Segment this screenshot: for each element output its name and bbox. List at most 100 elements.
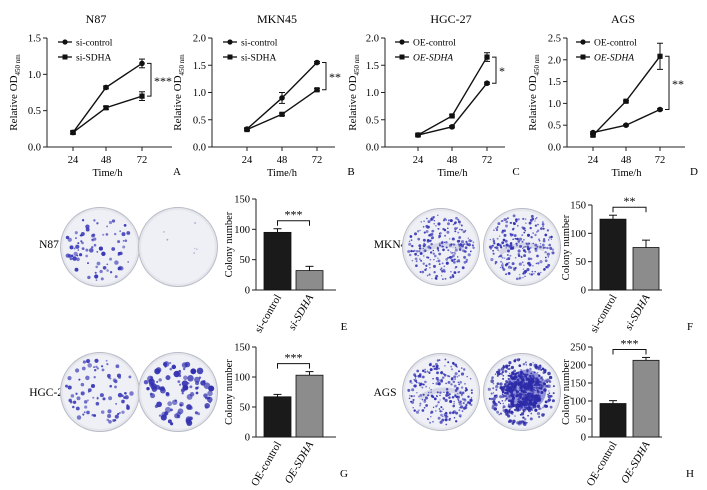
colony	[522, 416, 525, 419]
significance-bracket	[612, 206, 647, 213]
colony	[408, 253, 412, 257]
colony	[532, 242, 534, 245]
panel-letter: G	[340, 468, 348, 480]
chart-title: MKN45	[257, 12, 297, 26]
colony	[520, 378, 524, 381]
colony	[426, 256, 429, 259]
y-tick-label: 0.0	[28, 143, 41, 154]
colony	[181, 380, 189, 387]
colony	[441, 418, 445, 422]
colony	[506, 410, 510, 413]
colony	[462, 368, 466, 371]
colony	[435, 274, 439, 278]
colony	[449, 276, 452, 279]
colony	[438, 234, 442, 238]
colony	[410, 395, 413, 398]
legend-label: OE-control	[413, 39, 456, 49]
dish-plate	[141, 355, 215, 429]
colony	[465, 258, 469, 262]
colony	[207, 390, 213, 397]
colony	[75, 368, 80, 373]
colony	[451, 376, 454, 380]
colony	[453, 261, 456, 264]
colony	[461, 391, 465, 395]
data-point	[623, 98, 629, 104]
colony	[459, 380, 463, 384]
colony	[95, 365, 98, 368]
colony	[422, 393, 425, 396]
colony	[537, 223, 539, 226]
colony	[444, 415, 448, 418]
colony	[501, 266, 504, 269]
colony	[427, 220, 431, 224]
colony	[127, 260, 130, 263]
colony	[447, 361, 450, 364]
colony	[442, 219, 446, 222]
colony	[543, 388, 547, 392]
colony	[497, 249, 499, 251]
colony	[458, 383, 461, 386]
colony	[550, 238, 553, 241]
colony	[512, 238, 514, 241]
colony	[126, 404, 129, 407]
colony	[523, 264, 525, 267]
x-tick-label: 72	[482, 155, 493, 166]
colony	[194, 222, 196, 224]
y-tick-label: 2.5	[548, 34, 561, 45]
data-point	[415, 132, 421, 138]
colony	[121, 394, 124, 398]
colony	[108, 419, 112, 424]
colony	[429, 246, 432, 250]
colony	[414, 252, 417, 256]
colony	[470, 397, 473, 399]
colony	[77, 242, 80, 245]
colony	[419, 252, 423, 255]
colony	[446, 230, 450, 234]
colony	[459, 248, 461, 251]
colony	[547, 393, 549, 396]
significance-label: ***	[154, 74, 172, 88]
colony	[448, 219, 450, 221]
colony	[109, 377, 112, 380]
colony	[430, 242, 433, 246]
colony	[451, 275, 455, 278]
colony	[542, 227, 545, 230]
colony	[508, 364, 511, 367]
colony	[105, 233, 109, 236]
colony	[513, 373, 516, 376]
colony	[428, 273, 431, 276]
colony	[507, 249, 510, 253]
colony	[457, 370, 461, 373]
colony	[438, 252, 442, 256]
colony	[413, 409, 416, 412]
legend-item: si-SDHA	[223, 54, 277, 64]
colony	[121, 232, 126, 237]
colony	[552, 392, 555, 395]
colony	[499, 412, 503, 415]
colony	[428, 263, 431, 266]
colony	[516, 237, 519, 241]
x-axis-label: Time/h	[438, 168, 469, 179]
colony	[92, 396, 95, 399]
x-axis-label: Time/h	[93, 168, 124, 179]
colony	[534, 382, 538, 387]
colony	[442, 268, 446, 272]
colony	[465, 240, 468, 243]
data-point	[279, 111, 285, 117]
y-axis-label: Relative OD450 nm	[527, 54, 541, 131]
colony	[107, 413, 112, 419]
colony	[126, 231, 131, 235]
colony	[540, 390, 544, 395]
colony	[550, 248, 552, 250]
colony	[453, 417, 456, 419]
x-tick-label: OE-control	[249, 440, 284, 489]
y-tick-label: 0	[581, 286, 586, 297]
colony	[501, 262, 504, 264]
colony	[532, 379, 535, 382]
colony	[502, 394, 505, 397]
colony	[426, 274, 429, 277]
colony	[448, 256, 451, 258]
colony	[68, 255, 72, 259]
colony	[429, 421, 432, 424]
